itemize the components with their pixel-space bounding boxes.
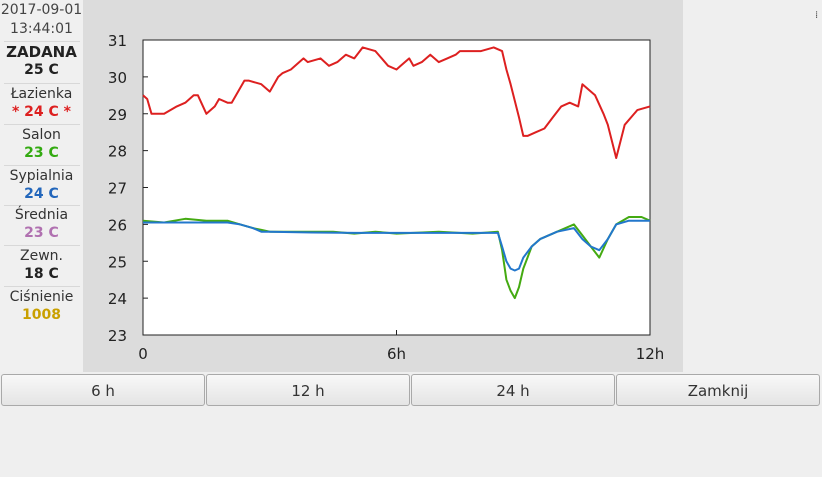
- sidebar-item-label: Zewn.: [20, 248, 63, 264]
- right-panel: [683, 0, 822, 372]
- plot-area: [142, 39, 651, 336]
- divider: [4, 83, 80, 84]
- y-tick-label: 23: [108, 327, 127, 345]
- sidebar-item-label: Salon: [22, 127, 61, 143]
- menu-dots-icon[interactable]: ⁞: [815, 10, 819, 21]
- sidebar-item-value: 25 C: [24, 62, 59, 78]
- series-line-2: [143, 219, 650, 272]
- sidebar-item-value: 23 C: [24, 225, 59, 241]
- sidebar-item-cisnienie[interactable]: Ciśnienie 1008: [0, 288, 83, 325]
- temperature-chart: 23 24 25 26 27 28 29 30 31 0 6h 12h: [108, 32, 664, 363]
- divider: [4, 205, 80, 206]
- x-tick-label: 0: [138, 345, 148, 363]
- y-tick-label: 26: [108, 216, 127, 234]
- close-button[interactable]: Zamknij: [616, 374, 820, 406]
- y-axis: 23 24 25 26 27 28 29 30 31: [108, 32, 148, 345]
- sidebar-item-value: 1008: [22, 307, 61, 323]
- range-12h-button[interactable]: 12 h: [206, 374, 410, 406]
- sidebar-item-salon[interactable]: Salon 23 C: [0, 126, 83, 163]
- sidebar-item-label: Średnia: [14, 207, 69, 223]
- y-tick-label: 25: [108, 253, 127, 271]
- sidebar-item-label: Ciśnienie: [9, 289, 74, 305]
- series-group: [142, 46, 651, 300]
- sidebar: 2017-09-01 13:44:01 ZADANA 25 C Łazienka…: [0, 0, 83, 372]
- divider: [4, 165, 80, 166]
- y-tick-label: 31: [108, 32, 127, 50]
- x-tick-label: 6h: [387, 345, 406, 363]
- sidebar-item-label: ZADANA: [6, 43, 77, 61]
- sidebar-item-zewn[interactable]: Zewn. 18 C: [0, 247, 83, 284]
- x-axis: 0 6h 12h: [138, 330, 664, 363]
- sidebar-item-value: 18 C: [24, 266, 59, 282]
- range-24h-button[interactable]: 24 h: [411, 374, 615, 406]
- x-tick-label: 12h: [636, 345, 665, 363]
- series-line-0: [142, 46, 651, 159]
- divider: [4, 41, 80, 42]
- sidebar-item-value: * 24 C *: [11, 104, 72, 120]
- datetime: 2017-09-01 13:44:01: [0, 1, 83, 39]
- y-tick-label: 30: [108, 69, 127, 87]
- y-tick-label: 28: [108, 143, 127, 161]
- time-label: 13:44:01: [10, 21, 73, 37]
- sidebar-item-lazienka[interactable]: Łazienka * 24 C *: [0, 85, 83, 122]
- y-tick-label: 27: [108, 180, 127, 198]
- range-6h-button[interactable]: 6 h: [1, 374, 205, 406]
- chart-panel: 23 24 25 26 27 28 29 30 31 0 6h 12h: [83, 0, 683, 372]
- sidebar-item-srednia[interactable]: Średnia 23 C: [0, 206, 83, 243]
- y-tick-label: 29: [108, 106, 127, 124]
- date-label: 2017-09-01: [0, 2, 83, 18]
- divider: [4, 124, 80, 125]
- y-tick-label: 24: [108, 290, 127, 308]
- sidebar-item-sypialnia[interactable]: Sypialnia 24 C: [0, 167, 83, 204]
- divider: [4, 245, 80, 246]
- sidebar-item-value: 24 C: [24, 186, 59, 202]
- sidebar-item-label: Sypialnia: [9, 168, 74, 184]
- sidebar-item-value: 23 C: [24, 145, 59, 161]
- sidebar-item-label: Łazienka: [10, 86, 73, 102]
- button-bar: 6 h 12 h 24 h Zamknij: [0, 374, 822, 410]
- sidebar-item-zadana[interactable]: ZADANA 25 C: [0, 43, 83, 80]
- divider: [4, 286, 80, 287]
